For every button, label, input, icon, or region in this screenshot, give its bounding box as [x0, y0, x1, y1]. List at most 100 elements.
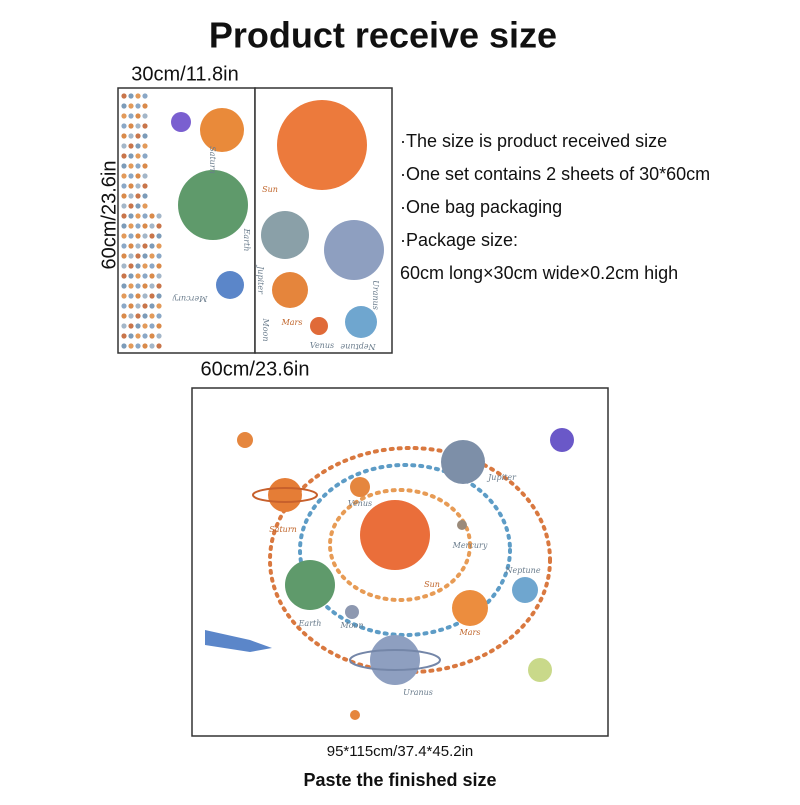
dot [121, 113, 127, 119]
dot [142, 163, 148, 169]
dot [156, 263, 162, 269]
dot [156, 283, 162, 289]
feature-text: ·One set contains 2 sheets of 30*60cm [400, 164, 710, 184]
dot [121, 153, 127, 159]
dot [142, 253, 148, 259]
dot [135, 163, 141, 169]
dot [142, 283, 148, 289]
planet-label: Sun [262, 185, 278, 194]
dot [128, 333, 134, 339]
dot [121, 313, 127, 319]
planet-label: Moon [340, 621, 364, 630]
dot [135, 303, 141, 309]
dot [135, 153, 141, 159]
dot [121, 223, 127, 229]
dot [121, 193, 127, 199]
dot [128, 263, 134, 269]
planet [261, 211, 309, 259]
planet-label: Jupiter [256, 264, 265, 295]
dot [135, 273, 141, 279]
dot [149, 283, 155, 289]
dot [135, 223, 141, 229]
dot [121, 183, 127, 189]
dot [121, 343, 127, 349]
dot [135, 263, 141, 269]
dot [121, 123, 127, 129]
dot [121, 273, 127, 279]
dot [135, 283, 141, 289]
ring [349, 649, 441, 671]
size-label: 95*115cm/37.4*45.2in [327, 743, 474, 760]
dot [142, 143, 148, 149]
sticker-dots [121, 93, 162, 349]
dot [149, 213, 155, 219]
dot [121, 173, 127, 179]
dot [135, 323, 141, 329]
dot [149, 253, 155, 259]
dot [121, 103, 127, 109]
planet-label: Earth [242, 228, 251, 252]
dot [128, 313, 134, 319]
dot [156, 213, 162, 219]
dot [149, 313, 155, 319]
dot [121, 203, 127, 209]
dot [121, 283, 127, 289]
ring [252, 487, 318, 503]
dot [128, 183, 134, 189]
planet [370, 635, 420, 685]
planet-label: Earth [298, 619, 322, 628]
planet-label: Mercury [452, 541, 488, 550]
planet-label: Venus [310, 341, 334, 350]
dot [121, 163, 127, 169]
dot [142, 343, 148, 349]
dot [128, 283, 134, 289]
planet [441, 440, 485, 484]
dot [142, 293, 148, 299]
rocket [216, 271, 244, 299]
dot [121, 333, 127, 339]
dot [156, 303, 162, 309]
dot [135, 123, 141, 129]
dot [128, 213, 134, 219]
dot [142, 303, 148, 309]
dot [128, 153, 134, 159]
dot [149, 273, 155, 279]
dot [135, 103, 141, 109]
dot [142, 243, 148, 249]
dot [135, 193, 141, 199]
dot [128, 123, 134, 129]
dot [135, 93, 141, 99]
dot [121, 253, 127, 259]
dot [128, 103, 134, 109]
dot [142, 183, 148, 189]
dot [135, 203, 141, 209]
dot [156, 343, 162, 349]
planet-label: Mars [459, 628, 481, 637]
dot [142, 133, 148, 139]
dot [128, 293, 134, 299]
dot [128, 273, 134, 279]
title: Product receive size [209, 15, 557, 56]
total-width-label: 60cm/23.6in [201, 358, 310, 380]
dot [149, 263, 155, 269]
dot [128, 233, 134, 239]
orbit [298, 463, 512, 637]
dot [135, 333, 141, 339]
dot [135, 133, 141, 139]
planet-label: Mars [281, 318, 303, 327]
dot [135, 233, 141, 239]
dot [135, 313, 141, 319]
dot [142, 153, 148, 159]
dot [142, 263, 148, 269]
planet-label: Mercury [172, 294, 208, 303]
dot [142, 313, 148, 319]
dot [128, 133, 134, 139]
dot [128, 223, 134, 229]
width-label: 30cm/11.8in [131, 63, 238, 85]
dot [142, 173, 148, 179]
orbit [328, 488, 472, 602]
planet [285, 560, 335, 610]
planet [512, 577, 538, 603]
dot [156, 333, 162, 339]
